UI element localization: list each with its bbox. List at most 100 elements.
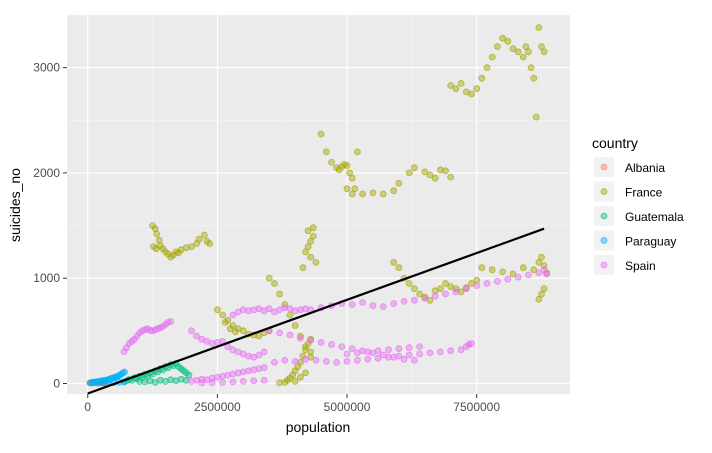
data-point — [348, 190, 356, 198]
data-point — [525, 271, 532, 279]
data-point — [519, 53, 527, 61]
data-point — [276, 290, 284, 298]
data-point — [348, 345, 356, 353]
legend-title: country — [592, 135, 638, 151]
data-point — [535, 258, 543, 266]
data-point — [302, 346, 309, 354]
data-point — [390, 353, 398, 361]
legend-marker — [600, 188, 608, 195]
data-point — [276, 329, 284, 337]
data-point — [359, 190, 367, 198]
data-point — [281, 304, 289, 312]
data-point — [364, 348, 372, 356]
data-point — [167, 376, 175, 384]
plot-panel — [67, 15, 570, 394]
data-point — [302, 355, 309, 363]
data-point — [374, 354, 382, 362]
data-point — [405, 280, 413, 287]
x-axis-label: population — [286, 419, 351, 435]
data-point — [405, 169, 413, 177]
data-point — [468, 340, 475, 347]
data-point — [155, 236, 163, 244]
data-point — [426, 171, 434, 179]
data-point — [540, 285, 548, 293]
data-point — [245, 352, 252, 360]
data-point — [400, 355, 408, 363]
data-point — [302, 369, 309, 377]
data-point — [452, 85, 460, 93]
data-point — [195, 235, 203, 243]
data-point — [410, 356, 418, 364]
data-point — [447, 347, 455, 355]
data-point — [309, 232, 317, 240]
data-point — [296, 332, 304, 340]
data-point — [175, 249, 182, 257]
legend-label: Spain — [625, 259, 656, 273]
legend-label: Albania — [625, 161, 665, 175]
data-point — [312, 258, 320, 266]
data-point — [245, 307, 252, 315]
data-point — [265, 274, 273, 282]
data-point — [447, 82, 455, 89]
trend-line — [87, 227, 545, 395]
data-point — [307, 336, 315, 344]
data-point — [328, 341, 335, 348]
data-point — [224, 371, 232, 379]
data-point — [385, 346, 392, 354]
data-point — [426, 349, 434, 357]
data-point — [530, 266, 538, 274]
data-point — [203, 376, 211, 384]
data-point — [198, 375, 206, 383]
data-point — [188, 243, 195, 251]
data-point — [338, 343, 346, 351]
data-point — [276, 379, 284, 387]
data-point — [447, 173, 455, 181]
data-point — [229, 370, 237, 378]
series-guatemala — [120, 360, 193, 386]
data-point — [385, 353, 392, 361]
data-point — [322, 148, 330, 156]
data-point — [452, 288, 460, 296]
data-point — [193, 332, 201, 340]
data-point — [239, 306, 247, 314]
data-point — [291, 357, 299, 365]
x-tick-label: 5000000 — [324, 400, 371, 414]
data-point — [478, 264, 486, 272]
data-point — [250, 306, 258, 314]
data-point — [302, 305, 309, 313]
data-point — [260, 376, 268, 384]
data-point — [188, 377, 195, 385]
legend-key — [594, 181, 614, 202]
legend-key — [594, 255, 614, 275]
data-point — [374, 347, 382, 355]
data-point — [312, 356, 320, 364]
data-point — [483, 280, 491, 287]
data-point — [527, 64, 535, 71]
data-point — [509, 45, 517, 53]
data-point — [421, 294, 429, 302]
data-point — [462, 285, 470, 293]
legend-key — [594, 206, 614, 226]
data-point — [229, 378, 237, 386]
data-point — [255, 351, 263, 359]
grid-major — [67, 15, 570, 394]
data-point — [307, 237, 315, 245]
data-point — [525, 48, 532, 56]
data-point — [514, 48, 522, 56]
data-point — [436, 285, 444, 293]
data-point — [457, 80, 465, 87]
data-point — [136, 377, 144, 385]
data-point — [213, 373, 221, 381]
data-point — [234, 369, 242, 377]
data-point — [245, 367, 252, 375]
data-point — [390, 258, 398, 266]
data-point — [535, 295, 543, 303]
data-point — [343, 162, 351, 169]
x-axis: 0 2500000 5000000 7500000 — [84, 394, 500, 414]
data-point — [317, 130, 325, 138]
data-point — [99, 379, 107, 387]
data-point — [379, 190, 387, 198]
data-point — [167, 317, 175, 325]
y-axis: 0 1000 2000 3000 — [33, 61, 67, 390]
